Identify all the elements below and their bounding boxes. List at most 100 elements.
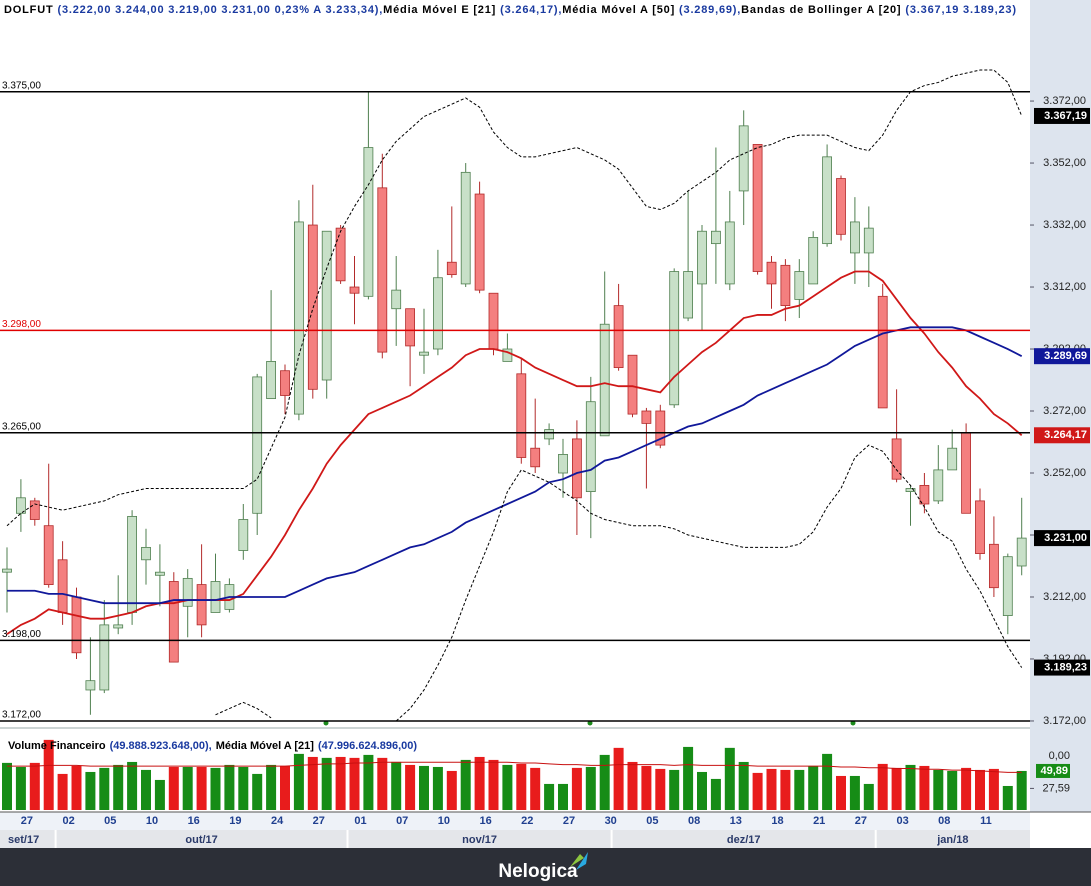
y-tick-label: 3.212,00 [1043, 591, 1086, 603]
legend-values: (3.367,19 3.189,23) [905, 4, 1016, 16]
volume-bar [849, 775, 860, 810]
x-tick-label: 16 [479, 815, 491, 827]
candle-body [724, 221, 735, 285]
x-tick-label: 27 [563, 815, 575, 827]
x-tick-label: 10 [438, 815, 450, 827]
volume-bar [655, 768, 666, 810]
candle-body [2, 568, 12, 573]
price-tag-label: 3.231,00 [1044, 532, 1087, 544]
volume-bar [2, 762, 12, 810]
x-tick-label: 21 [813, 815, 825, 827]
x-tick-label: 19 [229, 815, 241, 827]
month-label: dez/17 [727, 834, 761, 846]
candle-body [808, 237, 819, 285]
y-tick-label: 3.312,00 [1043, 281, 1086, 293]
candle-body [127, 515, 137, 613]
x-tick-label: 05 [646, 815, 658, 827]
candle-body [697, 230, 707, 285]
candle-body [850, 221, 860, 254]
legend-values: (3.289,69), [679, 4, 740, 16]
volume-bar [71, 765, 82, 810]
volume-bar [1002, 785, 1013, 810]
candle-body [349, 286, 360, 294]
volume-bar [836, 775, 846, 810]
volume-bar [460, 759, 471, 810]
candle-body [182, 577, 193, 607]
candle-body [905, 488, 916, 492]
volume-legend-values: (47.996.624.896,00) [318, 740, 417, 752]
volume-bar [891, 767, 902, 810]
price-tag-label: 3.264,17 [1044, 429, 1087, 441]
volume-bar [391, 761, 402, 810]
volume-bar [947, 770, 958, 810]
volume-bar [627, 761, 638, 810]
volume-bar [113, 764, 124, 810]
volume-bar [85, 771, 96, 810]
price-tag [1034, 107, 1090, 124]
candle-body [29, 500, 40, 520]
x-tick-label: 03 [896, 815, 908, 827]
candle-body [405, 308, 416, 347]
x-tick-label: 07 [396, 815, 408, 827]
volume-bar [558, 783, 568, 810]
candle-body [683, 271, 693, 319]
volume-bar [154, 779, 165, 810]
price-tag [1034, 348, 1090, 365]
candle-body [43, 525, 54, 585]
volume-bar [43, 739, 54, 810]
volume-bar [641, 765, 652, 810]
candle-body [238, 519, 249, 551]
y-tick-label: 3.272,00 [1043, 405, 1086, 417]
indicator-line [7, 326, 1023, 605]
volume-bar [15, 766, 26, 810]
candle-body [432, 277, 443, 350]
volume-bar [168, 766, 179, 810]
volume-bar [599, 754, 610, 810]
candle-body [933, 469, 944, 502]
volume-legend: Volume Financeiro (49.888.923.648,00), Méd… [8, 740, 417, 752]
volume-scale-label: 0,00 [1049, 750, 1070, 762]
candle-body [822, 156, 832, 245]
candle-body [293, 221, 304, 415]
month-label: set/17 [8, 834, 39, 846]
candle-body [460, 171, 471, 285]
volume-bar [544, 783, 555, 810]
volume-bar [405, 764, 416, 810]
volume-bar [238, 766, 249, 810]
volume-bar [919, 765, 930, 810]
x-tick-label: 05 [104, 815, 116, 827]
candle-body [891, 438, 902, 480]
volume-bar [210, 767, 221, 810]
legend: DOLFUT (3.222,00 3.244,00 3.219,00 3.231,… [4, 4, 1016, 16]
volume-legend-name: Média Móvel A [21] [216, 740, 315, 752]
x-tick-label: 27 [313, 815, 325, 827]
candle-body [627, 354, 638, 415]
volume-bar [266, 764, 277, 810]
month-label: nov/17 [462, 834, 497, 846]
volume-bar [613, 747, 624, 810]
volume-bar [780, 769, 791, 810]
volume-bar [488, 759, 499, 810]
y-tick-label: 3.332,00 [1043, 219, 1086, 231]
volume-bar [683, 746, 694, 810]
candle-body [15, 497, 26, 514]
candle-body [766, 261, 777, 285]
month-row [0, 830, 1030, 848]
x-tick-label: 11 [980, 815, 992, 827]
candle-body [363, 147, 374, 297]
volume-bar [961, 767, 972, 810]
volume-bar [571, 767, 582, 810]
volume-bar [335, 756, 346, 810]
candle-body [154, 571, 165, 576]
legend-name: DOLFUT [4, 4, 53, 16]
price-tag [1034, 659, 1090, 676]
x-tick-label: 27 [855, 815, 867, 827]
volume-bar [446, 770, 457, 810]
candle-body [530, 447, 541, 468]
candle-body [252, 376, 263, 514]
candle-body [961, 432, 971, 514]
volume-bar [502, 764, 513, 810]
candle-body [99, 624, 110, 691]
legend-name: Média Móvel A [50] [562, 4, 674, 16]
